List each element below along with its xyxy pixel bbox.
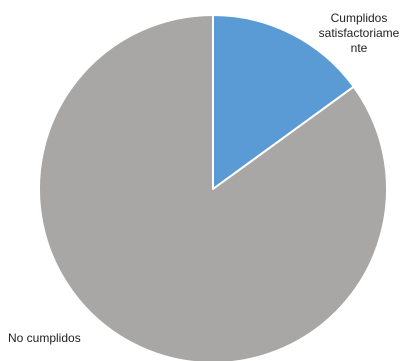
slice-label-line: satisfactoriame xyxy=(318,26,400,40)
slice-label-cumplidos: Cumplidos satisfactoriame nte xyxy=(314,11,404,56)
slice-label-line: nte xyxy=(350,41,368,55)
slice-label-no-cumplidos: No cumplidos xyxy=(8,331,81,345)
pie-slice-0 xyxy=(212,14,355,190)
pie-slice-1 xyxy=(37,14,388,361)
slice-label-line: Cumplidos xyxy=(330,11,388,25)
